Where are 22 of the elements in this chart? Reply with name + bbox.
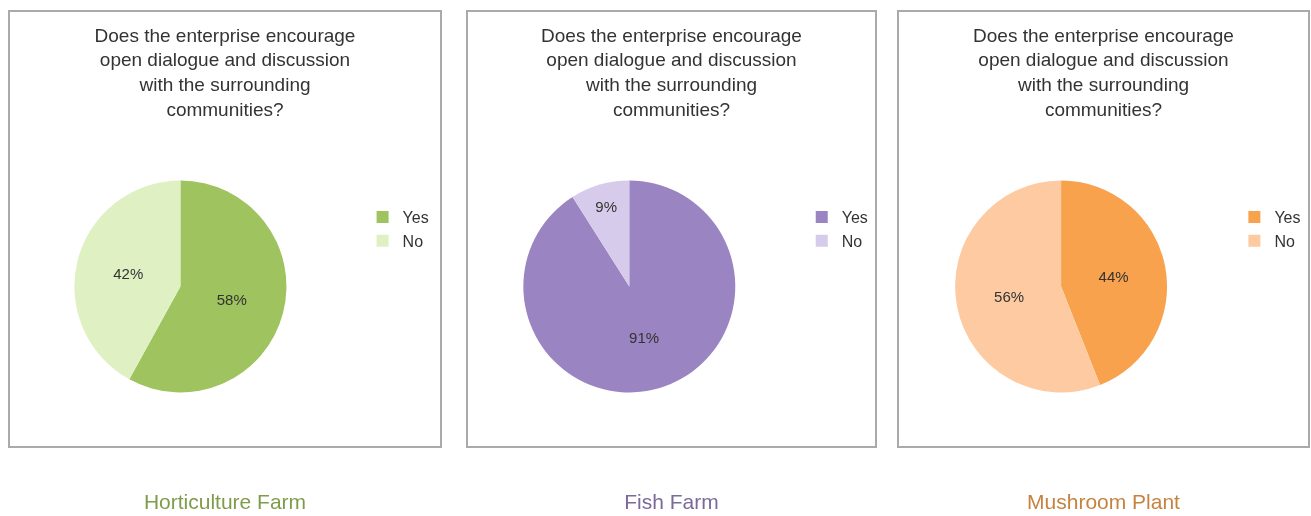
legend-label: Yes xyxy=(1274,209,1301,227)
chart-title: Does the enterprise encourage open dialogue and discussion with the surrounding communities? xyxy=(541,24,802,120)
chart-title: Does the enterprise encourage open dialogue and discussion with the surrounding communities? xyxy=(973,24,1234,120)
legend-label: No xyxy=(402,232,424,250)
pie-slice xyxy=(1061,180,1167,385)
data-label: 91% xyxy=(629,328,660,346)
text: Horticulture Farm xyxy=(142,490,308,514)
text: Mushroom Plant xyxy=(1026,490,1181,514)
data-label: 58% xyxy=(216,291,247,309)
pie-slice xyxy=(523,180,736,393)
data-label: 44% xyxy=(1098,267,1129,285)
pie-slice xyxy=(572,180,630,287)
chart-title: Does the enterprise encourage open dialogue and discussion with the surrounding communities? xyxy=(94,24,356,120)
data-label: 9% xyxy=(595,198,618,216)
data-label: 56% xyxy=(994,287,1025,305)
text: Fish Farm xyxy=(623,490,720,514)
data-label: 42% xyxy=(113,264,144,282)
legend-label: Yes xyxy=(841,209,868,227)
legend-label: Yes xyxy=(402,209,429,227)
legend-label: No xyxy=(841,232,863,250)
legend-label: No xyxy=(1274,232,1295,250)
pie-slice xyxy=(74,180,181,380)
